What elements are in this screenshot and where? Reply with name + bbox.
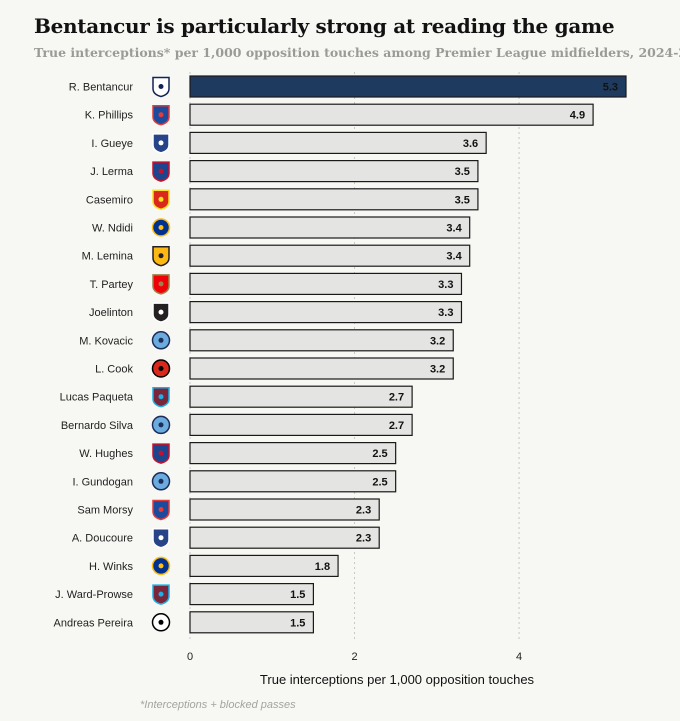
crest-detail	[158, 309, 164, 315]
value-label: 3.4	[446, 223, 462, 235]
category-label: M. Kovacic	[79, 335, 133, 347]
crest-detail	[158, 478, 164, 484]
bar	[189, 385, 413, 408]
category-label: W. Ndidi	[92, 223, 133, 235]
x-tick-label: 2	[351, 651, 357, 663]
crest-detail	[158, 394, 164, 400]
value-label: 1.5	[290, 589, 305, 601]
category-label: R. Bentancur	[69, 82, 134, 94]
value-label: 3.5	[455, 166, 470, 178]
bar	[189, 301, 463, 324]
footnote: *Interceptions + blocked passes	[140, 699, 296, 711]
bar	[189, 442, 397, 465]
crest-detail	[158, 450, 164, 456]
bar	[189, 216, 471, 239]
crest-detail	[158, 168, 164, 174]
category-label: H. Winks	[89, 561, 134, 573]
category-label: Andreas Pereira	[54, 617, 134, 629]
bar	[189, 188, 479, 211]
value-label: 1.5	[290, 617, 305, 629]
value-label: 2.3	[356, 505, 371, 517]
crest-detail	[158, 535, 164, 541]
bar	[189, 498, 380, 521]
crest-detail	[158, 366, 164, 371]
crest-detail	[158, 619, 164, 625]
value-label: 2.5	[372, 476, 387, 488]
category-label: Sam Morsy	[77, 505, 133, 517]
chart-subtitle: True interceptions* per 1,000 opposition…	[34, 45, 680, 60]
value-label: 2.7	[389, 392, 404, 404]
value-label: 1.8	[315, 561, 330, 573]
crest-detail	[158, 281, 164, 287]
value-label: 5.3	[603, 82, 618, 94]
bar	[189, 470, 397, 493]
crest-detail	[158, 196, 164, 202]
bar	[189, 554, 339, 578]
x-axis-title: True interceptions per 1,000 opposition …	[260, 672, 535, 687]
category-label: M. Lemina	[82, 251, 134, 263]
crest-detail	[158, 563, 164, 569]
bar	[189, 526, 380, 549]
value-label: 3.3	[438, 307, 453, 319]
category-label: J. Ward-Prowse	[55, 589, 133, 601]
value-label: 2.5	[372, 448, 387, 460]
category-label: K. Phillips	[85, 110, 134, 122]
crest-detail	[158, 140, 164, 146]
chart-title: Bentancur is particularly strong at read…	[34, 14, 615, 38]
x-tick-label: 0	[187, 651, 193, 663]
crest-detail	[158, 507, 164, 512]
category-label: A. Doucoure	[72, 533, 133, 545]
crest-detail	[158, 84, 164, 89]
crest-detail	[158, 253, 164, 259]
value-label: 3.2	[430, 335, 445, 347]
category-label: I. Gueye	[91, 138, 133, 150]
value-label: 2.3	[356, 533, 371, 545]
bar	[189, 582, 314, 606]
category-label: T. Partey	[90, 279, 134, 291]
category-label: W. Hughes	[79, 448, 133, 460]
category-label: Joelinton	[89, 307, 133, 319]
value-label: 3.3	[438, 279, 453, 291]
crest-detail	[158, 591, 164, 597]
bar	[189, 103, 594, 126]
crest-detail	[158, 112, 164, 118]
category-label: Bernardo Silva	[61, 420, 134, 432]
value-label: 3.2	[430, 364, 445, 376]
x-tick-label: 4	[516, 651, 522, 663]
bar	[189, 329, 454, 352]
category-label: I. Gundogan	[72, 476, 133, 488]
bar	[189, 160, 479, 183]
crest-detail	[158, 225, 164, 230]
category-label: L. Cook	[95, 364, 133, 376]
crest-detail	[158, 422, 164, 428]
bar	[189, 272, 463, 295]
bar	[189, 611, 314, 634]
value-label: 4.9	[570, 110, 585, 122]
bar	[189, 357, 454, 380]
category-label: Casemiro	[86, 194, 133, 206]
value-label: 3.4	[446, 251, 462, 263]
category-label: J. Lerma	[90, 166, 134, 178]
category-label: Lucas Paqueta	[60, 392, 134, 404]
bar	[189, 413, 413, 436]
bar	[189, 75, 627, 98]
bar	[189, 244, 471, 267]
value-label: 2.7	[389, 420, 404, 432]
bar	[189, 131, 487, 154]
value-label: 3.6	[463, 138, 478, 150]
crest-detail	[158, 337, 164, 343]
value-label: 3.5	[455, 194, 470, 206]
